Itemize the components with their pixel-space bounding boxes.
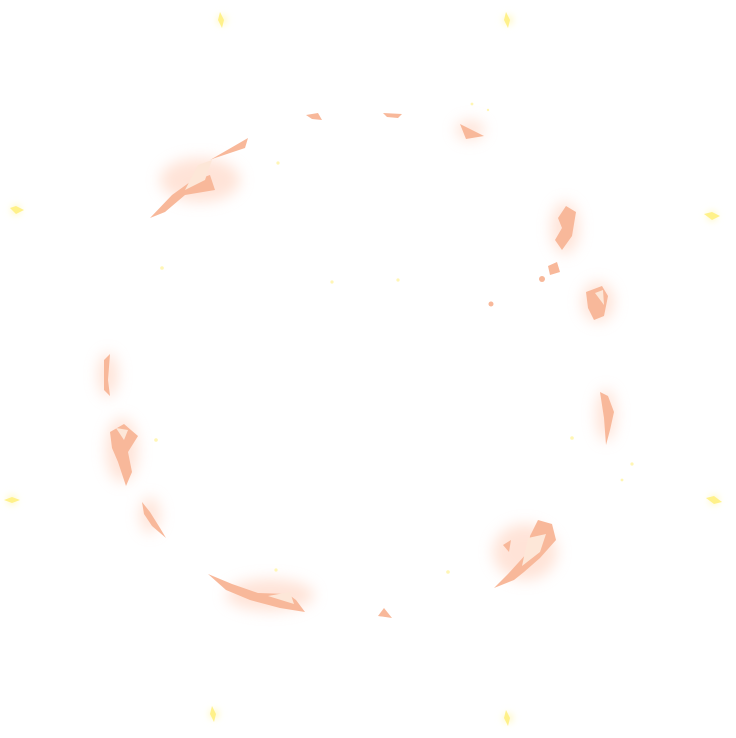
ember-shard xyxy=(548,262,560,275)
ember-shard xyxy=(208,574,305,612)
spark-layer xyxy=(3,11,723,727)
ember-shard xyxy=(116,428,128,440)
ember-shard xyxy=(522,534,546,566)
ember-shard xyxy=(460,124,484,139)
ember-shard xyxy=(142,502,166,538)
ember-shard xyxy=(555,206,576,250)
ember-shard xyxy=(378,608,392,618)
ember-shard xyxy=(268,592,294,604)
ember-shard xyxy=(306,113,322,120)
ember-dot xyxy=(539,276,545,282)
ember-shard xyxy=(110,424,138,486)
ember-shard xyxy=(185,160,212,190)
ember-shard xyxy=(150,175,215,218)
ember-shard xyxy=(503,540,511,552)
ember-shard xyxy=(210,138,248,160)
ember-shard xyxy=(600,392,614,445)
ember-shard xyxy=(595,290,604,305)
shard-layer xyxy=(104,113,614,618)
spark-mini xyxy=(154,102,634,574)
ember-shard xyxy=(383,113,402,118)
ember-dot xyxy=(488,301,494,307)
ember-shard xyxy=(104,354,110,396)
spark-core xyxy=(4,12,722,726)
